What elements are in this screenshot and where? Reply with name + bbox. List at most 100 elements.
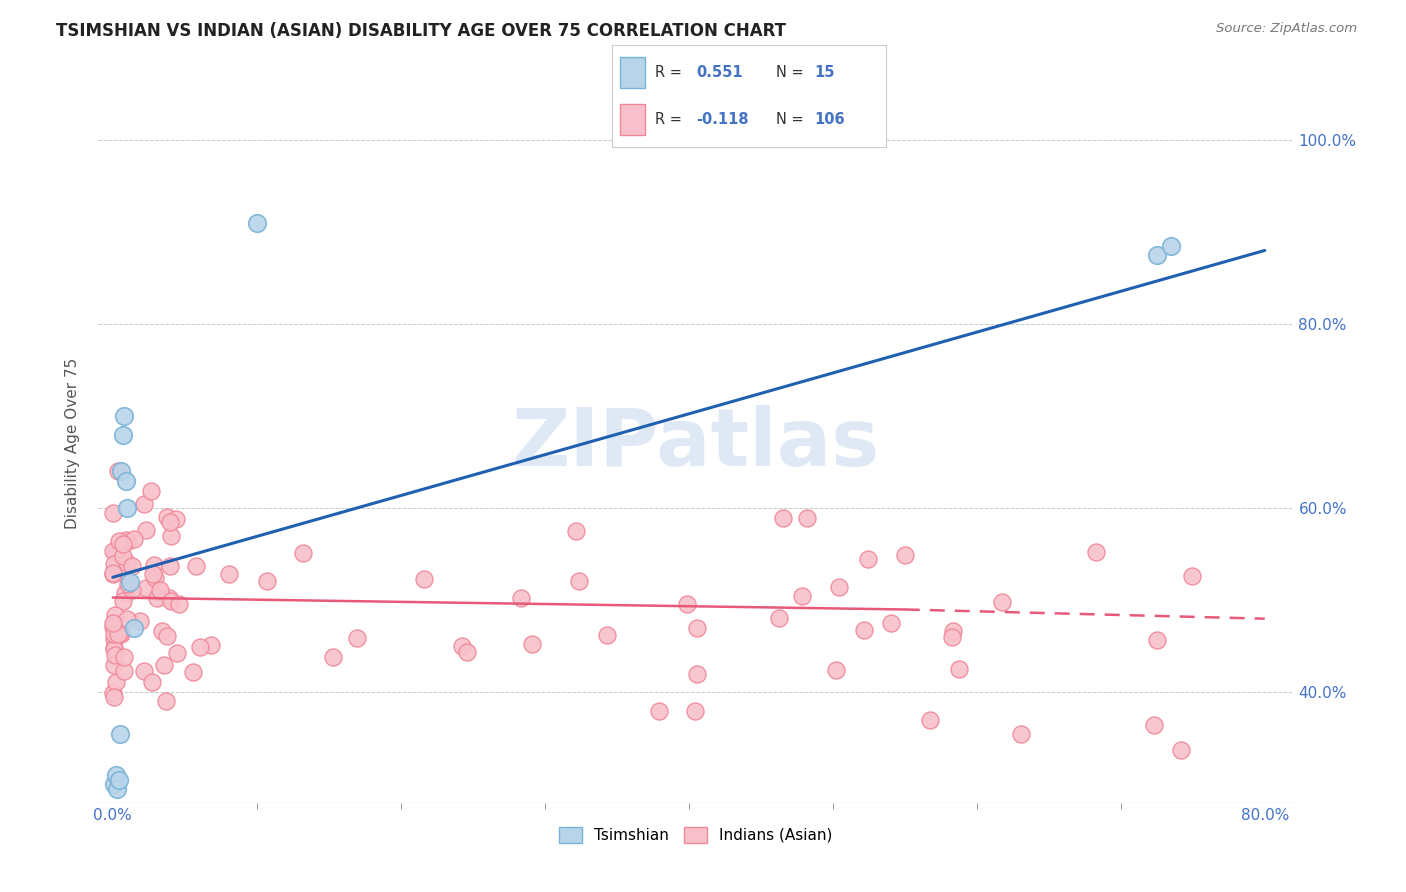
Point <box>132 497 155 511</box>
Point <box>141 675 163 690</box>
Point <box>101 566 124 580</box>
Point <box>942 624 965 638</box>
Point <box>1160 239 1182 253</box>
Point <box>412 572 434 586</box>
Point <box>648 704 671 718</box>
Point <box>1146 248 1168 262</box>
Point <box>103 690 125 704</box>
Bar <box>620 57 644 87</box>
Point <box>107 772 129 787</box>
Point <box>101 506 124 520</box>
Point <box>880 616 903 631</box>
Text: 15: 15 <box>814 65 835 79</box>
Point <box>596 627 619 641</box>
Point <box>101 615 124 630</box>
Point <box>853 623 876 637</box>
Point <box>108 727 131 741</box>
Point <box>991 595 1014 609</box>
Point <box>105 674 128 689</box>
Point <box>1085 545 1108 559</box>
Point <box>941 630 963 644</box>
Point <box>105 782 128 797</box>
Point <box>685 667 707 681</box>
Point <box>149 585 172 599</box>
Point <box>160 594 183 608</box>
Point <box>181 665 204 680</box>
Y-axis label: Disability Age Over 75: Disability Age Over 75 <box>65 359 80 529</box>
Text: -0.118: -0.118 <box>696 112 749 127</box>
Point <box>115 612 138 626</box>
Point <box>142 558 165 573</box>
Point <box>948 662 970 676</box>
Point <box>520 636 543 650</box>
Point <box>111 536 134 550</box>
Text: Source: ZipAtlas.com: Source: ZipAtlas.com <box>1216 22 1357 36</box>
Point <box>115 556 138 570</box>
Point <box>166 646 188 660</box>
Point <box>790 589 813 603</box>
Point <box>110 627 132 641</box>
Point <box>117 577 139 591</box>
Point <box>143 571 166 585</box>
Point <box>120 574 142 589</box>
Point <box>1146 633 1168 648</box>
Point <box>124 621 146 635</box>
Point <box>107 627 129 641</box>
Point <box>115 501 138 516</box>
Point <box>157 591 180 606</box>
Text: R =: R = <box>655 65 688 79</box>
Point <box>104 608 127 623</box>
Point <box>246 216 269 230</box>
Point <box>510 591 533 605</box>
Point <box>856 551 879 566</box>
Point <box>121 558 143 573</box>
Text: ZIPatlas: ZIPatlas <box>512 405 880 483</box>
Point <box>101 620 124 634</box>
Point <box>142 567 165 582</box>
Point <box>165 512 187 526</box>
Point <box>156 629 179 643</box>
Point <box>152 657 174 672</box>
Point <box>132 665 155 679</box>
Point <box>200 638 222 652</box>
Point <box>110 464 132 478</box>
Point <box>103 632 125 647</box>
Point <box>103 777 125 791</box>
Point <box>135 581 157 595</box>
Point <box>104 768 127 782</box>
Point <box>101 544 124 558</box>
Point <box>111 427 134 442</box>
Point <box>159 529 181 543</box>
Point <box>104 546 127 560</box>
Text: R =: R = <box>655 112 688 127</box>
Point <box>920 713 942 727</box>
Point <box>188 640 211 654</box>
Point <box>186 559 208 574</box>
Text: 106: 106 <box>814 112 845 127</box>
Point <box>141 484 163 499</box>
Text: 0.551: 0.551 <box>696 65 744 79</box>
Point <box>111 549 134 564</box>
Point <box>117 533 139 548</box>
Point <box>122 532 145 546</box>
Point <box>564 524 586 539</box>
Point <box>1170 743 1192 757</box>
Point <box>685 704 707 718</box>
Point <box>114 533 136 548</box>
Point <box>1181 569 1204 583</box>
Point <box>451 639 474 653</box>
Point <box>155 694 177 708</box>
Point <box>103 657 125 672</box>
Text: N =: N = <box>776 112 808 127</box>
Point <box>218 566 240 581</box>
Point <box>1010 727 1032 741</box>
Point <box>159 515 181 529</box>
Point <box>156 510 179 524</box>
Point <box>108 625 131 640</box>
Point <box>121 582 143 597</box>
Point <box>686 621 709 635</box>
Point <box>114 474 136 488</box>
Point <box>107 464 129 478</box>
Point <box>159 559 181 574</box>
Point <box>112 409 135 424</box>
